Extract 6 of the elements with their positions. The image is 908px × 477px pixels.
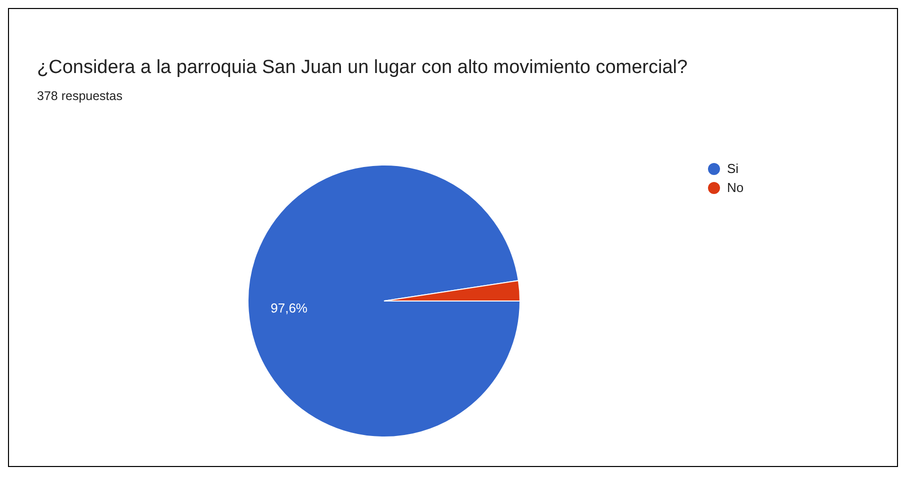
legend-label: Si	[727, 161, 739, 176]
legend-label: No	[727, 180, 744, 195]
data-label: 97,6%	[270, 300, 308, 316]
text: 378 respuestas	[37, 89, 122, 103]
pie-slice	[248, 164, 520, 438]
chart-title: ¿Considera a la parroquia San Juan un lugar con alto movimiento comercial?	[37, 57, 688, 79]
